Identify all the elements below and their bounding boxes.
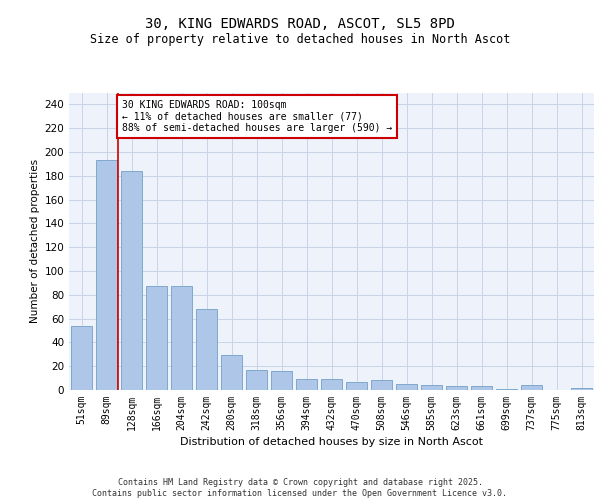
Bar [421,385,442,390]
Bar [496,389,517,390]
Bar [296,380,317,390]
Bar [346,382,367,390]
X-axis label: Distribution of detached houses by size in North Ascot: Distribution of detached houses by size … [180,437,483,447]
Bar [521,385,542,390]
Bar [471,386,492,390]
Bar [246,370,267,390]
Bar [121,171,142,390]
Bar [446,386,467,390]
Bar [96,160,117,390]
Bar [321,380,342,390]
Text: Contains HM Land Registry data © Crown copyright and database right 2025.
Contai: Contains HM Land Registry data © Crown c… [92,478,508,498]
Bar [196,309,217,390]
Bar [221,356,242,390]
Y-axis label: Number of detached properties: Number of detached properties [30,159,40,324]
Bar [171,286,192,390]
Text: Size of property relative to detached houses in North Ascot: Size of property relative to detached ho… [90,32,510,46]
Bar [71,326,92,390]
Bar [396,384,417,390]
Bar [571,388,592,390]
Bar [371,380,392,390]
Bar [271,371,292,390]
Text: 30, KING EDWARDS ROAD, ASCOT, SL5 8PD: 30, KING EDWARDS ROAD, ASCOT, SL5 8PD [145,18,455,32]
Text: 30 KING EDWARDS ROAD: 100sqm
← 11% of detached houses are smaller (77)
88% of se: 30 KING EDWARDS ROAD: 100sqm ← 11% of de… [121,100,392,133]
Bar [146,286,167,390]
